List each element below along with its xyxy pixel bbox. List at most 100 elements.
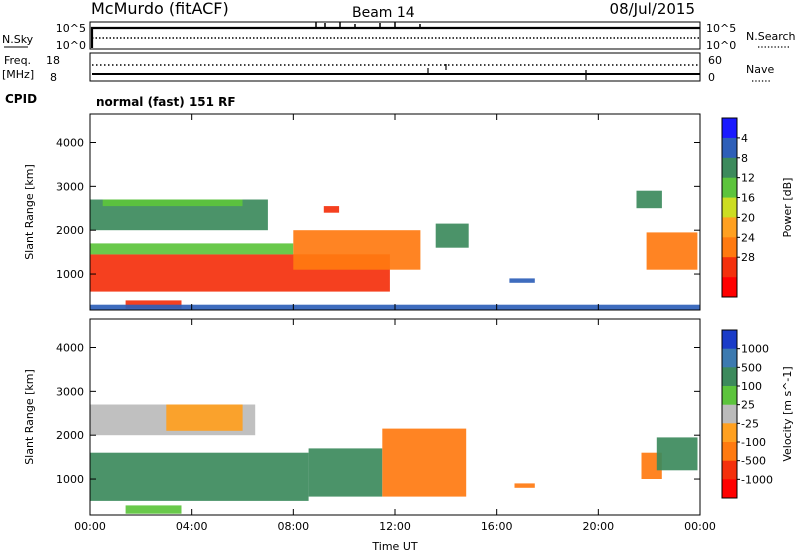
freq-tick-bottom: 8	[50, 71, 57, 84]
data-region	[656, 437, 698, 471]
date-title: 08/Jul/2015	[610, 0, 695, 18]
velocity-chart: 1000 2000 3000 4000 00:00 04:00 08:00 12:00 16:0…	[23, 318, 794, 553]
colorbar-tick-label: -25	[741, 417, 759, 430]
y-tick-label: 4000	[56, 342, 84, 355]
colorbar-tick-label: -1000	[741, 473, 773, 486]
colorbar-segment	[722, 386, 737, 405]
colorbar-tick-label: 500	[741, 361, 762, 374]
site-title: McMurdo (fitACF)	[91, 0, 229, 18]
colorbar-segment	[722, 177, 737, 198]
colorbar-tick-label: 24	[741, 231, 755, 244]
x-tick-label: 00:00	[74, 520, 106, 533]
x-tick-label: 00:00	[684, 520, 716, 533]
nsky-panel: N.Sky 10^5 10^0 10^5 10^0 N.Search	[2, 21, 796, 52]
cpid-strip: CPID normal (fast) 151 RF	[5, 92, 236, 109]
colorbar-segment	[722, 157, 737, 178]
colorbar-segment	[722, 404, 737, 424]
freq-panel: Freq. [MHz] 18 8 60 0 Nave	[2, 52, 774, 84]
colorbar-segment	[722, 277, 737, 298]
colorbar-segment	[722, 217, 737, 238]
nsearch-tick-bottom: 10^0	[706, 39, 736, 52]
data-region	[125, 300, 182, 309]
colorbar-segment	[722, 197, 737, 218]
data-region	[90, 452, 309, 501]
nsky-series-line	[90, 26, 700, 48]
nave-label: Nave	[746, 63, 774, 76]
data-region	[323, 206, 340, 213]
nsky-tick-bottom: 10^0	[56, 39, 86, 52]
colorbar-segment	[722, 367, 737, 387]
y-tick-label: 2000	[56, 224, 84, 237]
y-axis-label: Slant Range [km]	[23, 369, 36, 465]
x-tick-label: 16:00	[481, 520, 513, 533]
data-region	[509, 278, 535, 283]
data-region	[90, 243, 294, 255]
data-region	[636, 190, 662, 209]
data-region	[435, 223, 469, 248]
freq-unit: [MHz]	[2, 68, 34, 81]
x-tick-label: 08:00	[277, 520, 309, 533]
freq-label: Freq.	[4, 54, 31, 67]
colorbar-segment	[722, 118, 737, 139]
power-chart: 1000 2000 3000 4000 Slant Range [km] 4 8 12 16 20…	[23, 113, 794, 311]
data-region	[102, 199, 243, 207]
data-region	[293, 230, 421, 270]
x-tick-label: 20:00	[582, 520, 614, 533]
colorbar-segment	[722, 460, 737, 480]
freq-series-spikes	[427, 64, 587, 80]
nsearch-tick-top: 10^5	[706, 22, 736, 35]
colorbar-segment	[722, 423, 737, 443]
colorbar-label: Velocity [m s^-1]	[781, 366, 794, 461]
cpid-text: normal (fast) 151 RF	[96, 95, 236, 109]
y-tick-label: 3000	[56, 180, 84, 193]
colorbar-segment	[722, 442, 737, 461]
data-region	[125, 505, 182, 514]
colorbar-tick-label: 20	[741, 211, 755, 224]
data-region	[166, 404, 243, 431]
freq-frame	[89, 52, 701, 82]
colorbar-segment	[722, 257, 737, 278]
nave-tick-bottom: 0	[708, 71, 715, 84]
cpid-label: CPID	[5, 92, 37, 106]
freq-tick-top: 18	[46, 54, 60, 67]
nsky-label: N.Sky	[2, 33, 34, 46]
data-region	[514, 483, 535, 488]
y-tick-label: 3000	[56, 385, 84, 398]
colorbar-frame	[721, 329, 738, 499]
colorbar-tick-label: -100	[741, 436, 766, 449]
colorbar-segment	[722, 479, 737, 499]
y-tick-label: 2000	[56, 429, 84, 442]
data-region	[382, 428, 467, 497]
colorbar-segment	[722, 137, 737, 159]
y-tick-label: 1000	[56, 473, 84, 486]
colorbar-frame	[721, 117, 738, 298]
beam-title: Beam 14	[352, 5, 415, 21]
colorbar-segment	[722, 348, 737, 368]
colorbar-tick-label: 4	[741, 132, 748, 145]
colorbar-tick-label: 1000	[741, 343, 769, 356]
y-axis-label: Slant Range [km]	[23, 164, 36, 260]
colorbar-tick-label: 25	[741, 399, 755, 412]
colorbar-tick-label: 100	[741, 380, 762, 393]
x-tick-label: 04:00	[176, 520, 208, 533]
nsearch-label: N.Search	[746, 30, 796, 43]
y-tick-label: 1000	[56, 268, 84, 281]
nsky-tick-top: 10^5	[56, 22, 86, 35]
x-tick-label: 12:00	[379, 520, 411, 533]
x-axis-label: Time UT	[371, 540, 417, 553]
nsky-series-spikes	[315, 22, 421, 27]
data-region	[646, 232, 698, 270]
colorbar-segment	[722, 330, 737, 349]
colorbar-label: Power [dB]	[781, 178, 794, 238]
colorbar-tick-label: 12	[741, 172, 755, 185]
colorbar-segment	[722, 237, 737, 258]
y-tick-label: 4000	[56, 137, 84, 150]
data-region	[308, 448, 383, 497]
data-region	[641, 452, 662, 479]
nave-tick-top: 60	[708, 54, 722, 67]
colorbar-tick-label: -500	[741, 455, 766, 468]
colorbar-tick-label: 8	[741, 152, 748, 165]
colorbar-tick-label: 28	[741, 251, 755, 264]
colorbar-tick-label: 16	[741, 192, 755, 205]
